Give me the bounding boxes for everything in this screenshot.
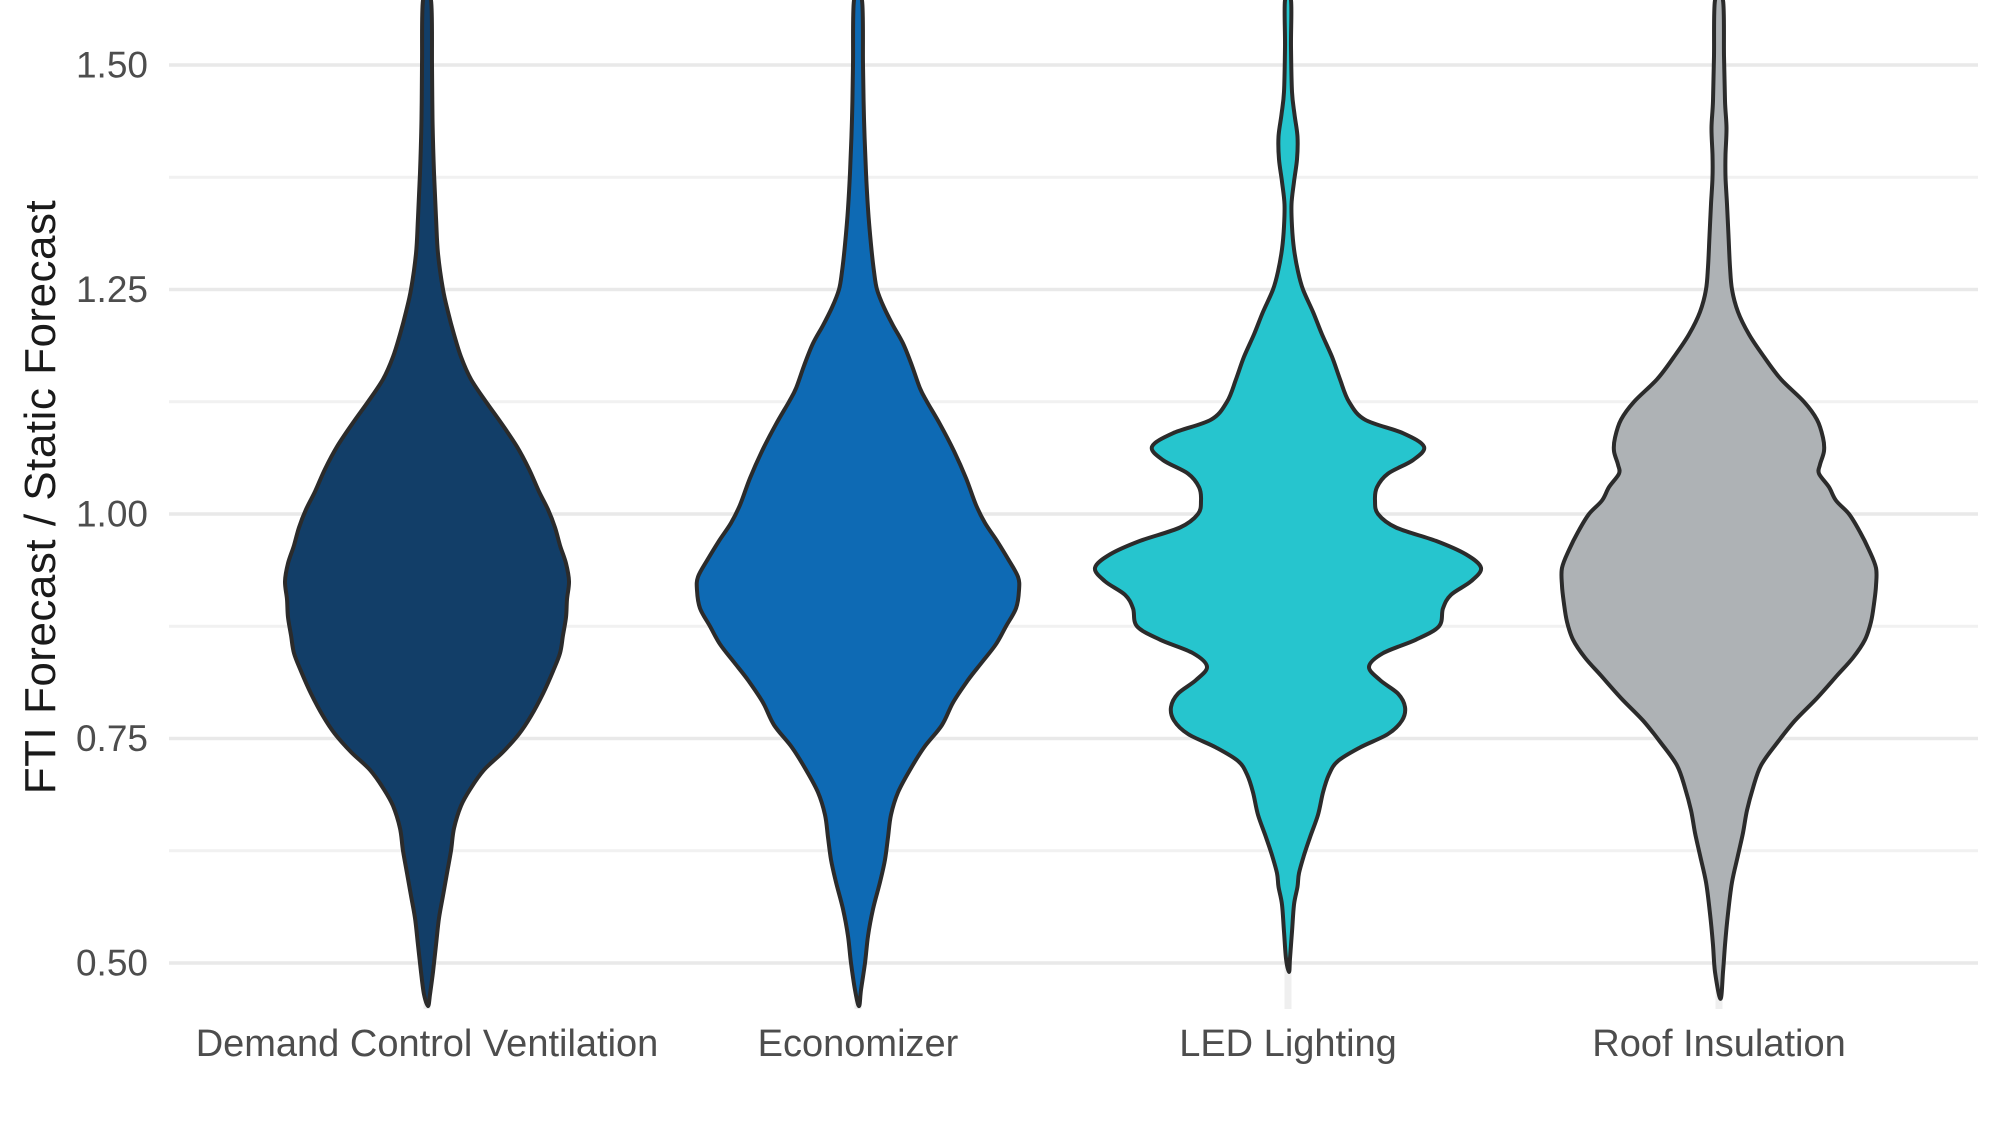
violin-led-lighting — [1092, 0, 1484, 974]
y-tick-label-1.25: 1.25 — [76, 269, 148, 310]
y-tick-label-1.00: 1.00 — [76, 494, 148, 535]
y-tick-label-0.75: 0.75 — [76, 718, 148, 759]
x-axis-label-demand-control-ventilation: Demand Control Ventilation — [196, 1023, 659, 1065]
x-axis-label-economizer: Economizer — [758, 1023, 959, 1065]
violin-demand-control-ventilation — [282, 0, 572, 1009]
y-tick-label-1.50: 1.50 — [76, 45, 148, 86]
y-tick-label-0.50: 0.50 — [76, 943, 148, 984]
violin-roof-insulation — [1559, 0, 1879, 1001]
violin-economizer — [694, 0, 1022, 1009]
y-axis-title: FTI Forecast / Static Forecast — [16, 199, 65, 795]
x-axis-label-roof-insulation: Roof Insulation — [1592, 1023, 1846, 1065]
x-axis-label-led-lighting: LED Lighting — [1179, 1023, 1397, 1065]
